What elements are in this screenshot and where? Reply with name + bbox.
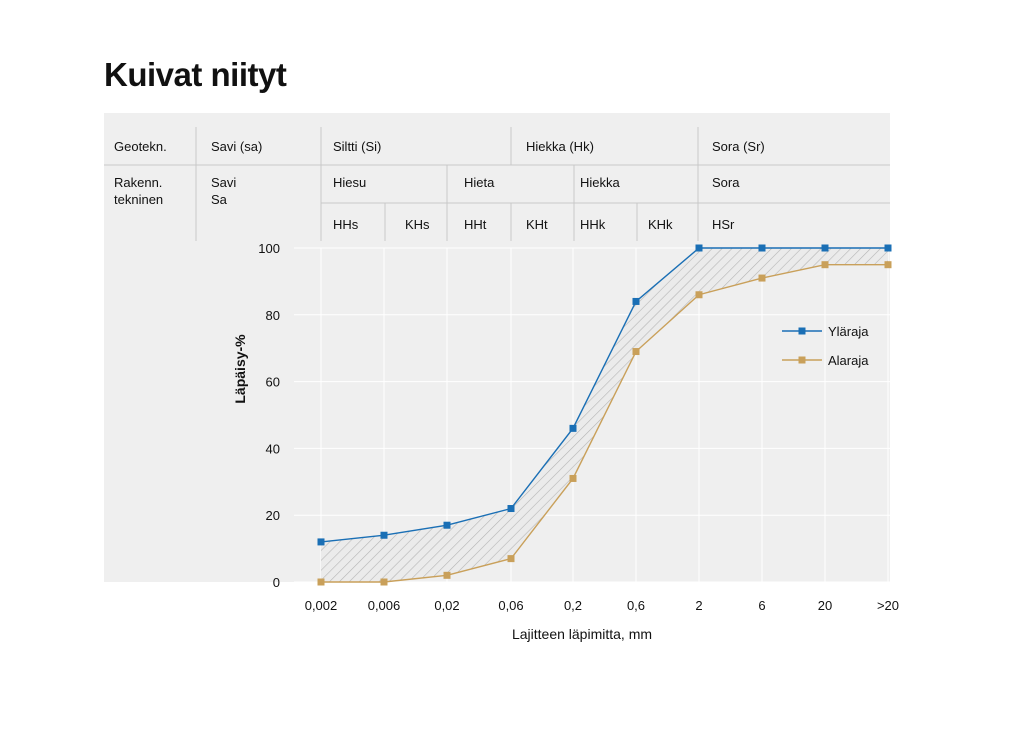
y-tick-label: 100 — [258, 241, 280, 256]
series-line-alaraja — [321, 264, 888, 583]
sub-group-hsr: HSr — [712, 217, 735, 232]
data-point-alaraja — [443, 571, 451, 579]
sub-group-khk: KHk — [648, 217, 673, 232]
legend-label: Yläraja — [828, 324, 869, 339]
x-tick-label: 6 — [758, 598, 765, 613]
page-title: Kuivat niityt — [104, 56, 287, 93]
sub-group-khs: KHs — [405, 217, 430, 232]
data-point-ylaraja — [821, 244, 829, 252]
data-point-ylaraja — [507, 505, 515, 513]
y-tick-labels: 0 20 40 60 80 100 — [258, 241, 280, 590]
sub-group-hhk: HHk — [580, 217, 606, 232]
x-tick-label: 20 — [818, 598, 832, 613]
y-axis-label: Läpäisy-% — [232, 334, 248, 404]
x-tick-label: 0,02 — [434, 598, 459, 613]
x-tick-label: 0,6 — [627, 598, 645, 613]
data-point-alaraja — [632, 348, 640, 356]
x-tick-label: 0,002 — [305, 598, 338, 613]
geotech-group-siltti: Siltti (Si) — [333, 139, 381, 154]
legend: Yläraja Alaraja — [782, 324, 869, 368]
geotech-group-hiekka: Hiekka (Hk) — [526, 139, 594, 154]
rak-group-hiesu: Hiesu — [333, 175, 366, 190]
x-tick-labels: 0,002 0,006 0,02 0,06 0,2 0,6 2 6 20 >20 — [305, 598, 899, 613]
table-grid — [104, 127, 890, 241]
data-point-alaraja — [758, 274, 766, 282]
rak-group-savi: Savi Sa — [211, 175, 236, 207]
legend-label: Alaraja — [828, 353, 869, 368]
data-point-ylaraja — [569, 424, 577, 432]
classification-table — [104, 113, 890, 241]
sub-group-kht: KHt — [526, 217, 548, 232]
data-point-ylaraja — [443, 521, 451, 529]
sub-group-hht: HHt — [464, 217, 487, 232]
data-point-alaraja — [380, 578, 388, 586]
rak-row-label: Rakenn. tekninen — [114, 175, 163, 207]
data-point-alaraja — [569, 474, 577, 482]
data-point-alaraja — [317, 578, 325, 586]
x-tick-label: 0,06 — [498, 598, 523, 613]
data-point-ylaraja — [884, 244, 892, 252]
rak-group-hiekka: Hiekka — [580, 175, 621, 190]
data-point-ylaraja — [632, 297, 640, 305]
geotech-group-sora: Sora (Sr) — [712, 139, 765, 154]
y-tick-label: 0 — [273, 575, 280, 590]
legend-marker — [798, 356, 806, 364]
data-point-alaraja — [507, 555, 515, 563]
data-point-alaraja — [884, 261, 892, 269]
sub-group-hhs: HHs — [333, 217, 359, 232]
data-point-ylaraja — [758, 244, 766, 252]
series-line-ylaraja — [320, 247, 888, 543]
rak-group-hieta: Hieta — [464, 175, 495, 190]
geotech-row-label: Geotekn. — [114, 139, 167, 154]
x-tick-label: 0,2 — [564, 598, 582, 613]
data-point-ylaraja — [317, 538, 325, 546]
rak-group-sora: Sora — [712, 175, 740, 190]
geotech-group-savi: Savi (sa) — [211, 139, 262, 154]
data-point-alaraja — [821, 261, 829, 269]
x-tick-label: 0,006 — [368, 598, 401, 613]
series-layer — [317, 244, 892, 586]
y-tick-label: 80 — [266, 308, 280, 323]
data-point-ylaraja — [380, 531, 388, 539]
y-tick-label: 60 — [266, 375, 280, 390]
y-tick-label: 20 — [266, 508, 280, 523]
x-tick-label: >20 — [877, 598, 899, 613]
x-axis-label: Lajitteen läpimitta, mm — [512, 626, 652, 642]
x-tick-label: 2 — [695, 598, 702, 613]
y-tick-label: 40 — [266, 441, 280, 456]
data-point-ylaraja — [695, 244, 703, 252]
legend-marker — [798, 327, 806, 335]
data-point-alaraja — [695, 291, 703, 299]
